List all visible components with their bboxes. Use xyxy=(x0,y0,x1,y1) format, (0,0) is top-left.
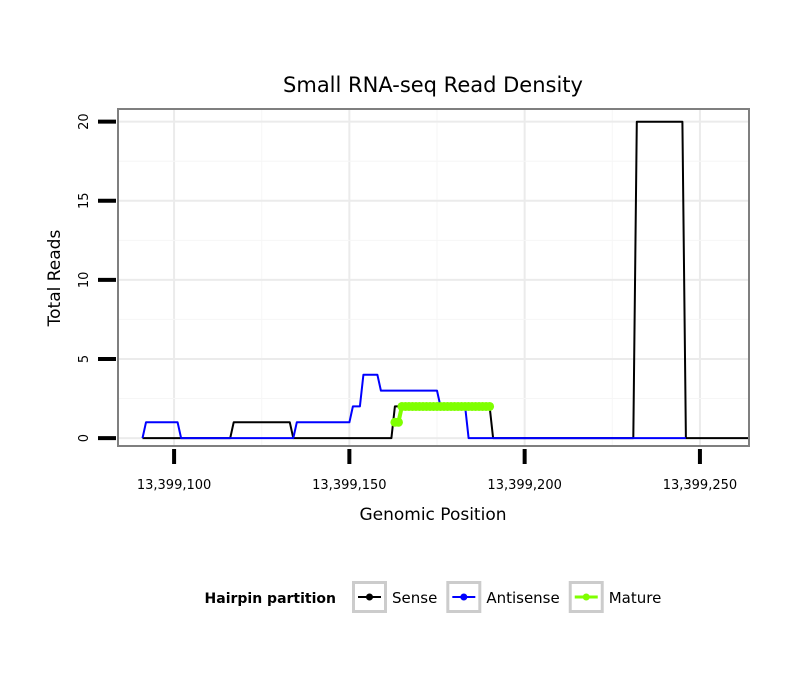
y-tick-label: 0 xyxy=(77,434,92,442)
legend-label-antisense: Antisense xyxy=(486,589,559,607)
chart-title: Small RNA-seq Read Density xyxy=(283,73,583,97)
legend-point-antisense xyxy=(460,593,468,601)
y-tick-label: 20 xyxy=(77,113,92,130)
grid-lines xyxy=(118,109,749,446)
y-axis-label: Total Reads xyxy=(45,230,65,328)
series-lines xyxy=(141,120,749,440)
legend-items: Sense Antisense Mature xyxy=(352,581,662,613)
legend: Hairpin partition Sense Antisense Mature xyxy=(205,581,662,613)
axes: 13,399,100 13,399,150 13,399,200 13,399,250… xyxy=(77,113,737,493)
x-tick-label: 13,399,200 xyxy=(487,478,561,493)
x-tick-label: 13,399,100 xyxy=(137,478,211,493)
legend-title: Hairpin partition xyxy=(205,591,336,607)
plot-panel-border xyxy=(117,108,750,447)
x-tick-label: 13,399,150 xyxy=(312,478,386,493)
legend-point-mature xyxy=(582,593,590,601)
y-tick-label: 15 xyxy=(77,192,92,209)
legend-label-mature: Mature xyxy=(609,589,662,607)
y-tick-label: 10 xyxy=(77,272,92,289)
data-point-mature xyxy=(393,417,403,427)
x-axis-label: Genomic Position xyxy=(359,505,506,525)
data-point-mature xyxy=(485,401,495,411)
y-tick-label: 5 xyxy=(77,355,92,363)
legend-point-sense xyxy=(366,593,373,601)
legend-label-sense: Sense xyxy=(392,589,437,607)
x-tick-label: 13,399,250 xyxy=(663,478,737,493)
